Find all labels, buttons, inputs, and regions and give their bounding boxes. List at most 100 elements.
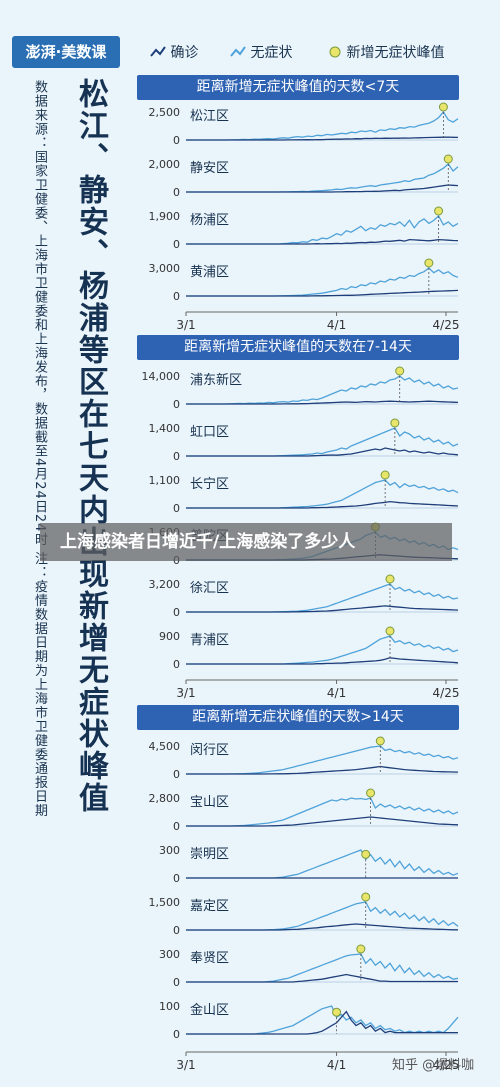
watermark: 知乎 @爆料咖 (392, 1058, 475, 1073)
panel-header-3: 距离新增无症状峰值的天数>14天 (137, 705, 459, 730)
banner-overlay: 上海感染者日增近千/上海感染了多少人 (40, 523, 452, 561)
district-name: 青浦区 (190, 633, 229, 648)
y-zero-label: 0 (173, 976, 180, 989)
y-zero-label: 0 (173, 450, 180, 463)
confirmed-series (186, 1010, 458, 1035)
y-max-label: 1,900 (149, 210, 181, 223)
x-tick-label: 4/1 (327, 1058, 346, 1072)
district-name: 浦东新区 (190, 372, 242, 388)
peak-marker (361, 892, 371, 902)
y-max-label: 3,200 (149, 578, 181, 591)
confirmed-series (186, 238, 459, 245)
confirmed-series (186, 923, 458, 931)
y-zero-label: 0 (173, 658, 180, 671)
panel-header-2: 距离新增无症状峰值的天数在7-14天 (137, 335, 459, 360)
confirmed-series (186, 657, 459, 665)
confirmed-series (186, 136, 459, 141)
y-zero-label: 0 (173, 502, 180, 515)
y-zero-label: 0 (173, 238, 180, 251)
panel-header-1: 距离新增无症状峰值的天数<7天 (137, 75, 459, 100)
peak-marker (356, 944, 366, 954)
confirmed-series (186, 605, 459, 613)
peak-marker (361, 849, 371, 859)
district-name: 杨浦区 (190, 213, 229, 228)
x-tick-label: 4/25 (433, 318, 460, 332)
confirmed-series (186, 816, 459, 827)
y-zero-label: 0 (173, 768, 180, 781)
page-title: 松江、静安、杨浦等区在七天内出现新增无症状峰值 (73, 78, 108, 814)
x-tick-label: 4/25 (433, 686, 460, 700)
district-name: 虹口区 (190, 425, 229, 440)
legend-confirmed: 确诊 (150, 42, 198, 62)
legend-confirmed-label: 确诊 (170, 45, 199, 61)
peak-marker (385, 626, 395, 636)
legend-peak: 新增无症状峰值 (328, 42, 444, 62)
y-max-label: 2,800 (149, 792, 181, 805)
district-name: 徐汇区 (190, 581, 229, 596)
x-tick-label: 4/25 (433, 1058, 460, 1072)
legend-asymptomatic-label: 无症状 (250, 45, 293, 61)
logo: 澎湃·美数课 (12, 36, 120, 68)
y-max-label: 14,000 (142, 370, 181, 383)
peak-marker (366, 788, 376, 798)
x-tick-label: 3/1 (176, 686, 195, 700)
y-max-label: 1,400 (149, 422, 181, 435)
confirmed-series (186, 765, 459, 775)
confirmed-series (186, 400, 459, 405)
district-name: 黄浦区 (190, 265, 229, 280)
x-tick-label: 4/1 (327, 686, 346, 700)
x-tick-label: 3/1 (176, 318, 195, 332)
y-max-label: 1,100 (149, 474, 181, 487)
y-zero-label: 0 (173, 872, 180, 885)
confirmed-series (186, 184, 459, 193)
district-name: 奉贤区 (190, 951, 229, 966)
legend-peak-label: 新增无症状峰值 (346, 45, 445, 61)
x-tick-label: 4/1 (327, 318, 346, 332)
y-zero-label: 0 (173, 606, 180, 619)
district-name: 长宁区 (190, 476, 229, 492)
y-zero-label: 0 (173, 398, 180, 411)
peak-marker (424, 258, 434, 268)
peak-marker (443, 154, 453, 164)
y-max-label: 900 (159, 630, 180, 643)
y-zero-label: 0 (173, 186, 180, 199)
y-max-label: 4,500 (149, 740, 181, 753)
peak-marker (438, 102, 448, 112)
legend-asymptomatic: 无症状 (230, 42, 292, 62)
confirmed-series (186, 500, 459, 509)
y-max-label: 300 (159, 948, 180, 961)
source-note: 数据来源：国家卫健委、上海市卫健委和上海发布，数据截至4月24日24时 注：疫情… (32, 80, 47, 818)
peak-marker (385, 574, 395, 584)
district-name: 嘉定区 (190, 899, 229, 914)
confirmed-series (186, 289, 459, 297)
peak-marker (332, 1007, 342, 1017)
y-zero-label: 0 (173, 924, 180, 937)
peak-dot-icon (329, 46, 341, 58)
y-max-label: 2,000 (149, 158, 181, 171)
y-max-label: 2,500 (149, 106, 181, 119)
district-name: 闵行区 (190, 743, 229, 758)
district-name: 崇明区 (190, 847, 229, 862)
y-max-label: 3,000 (149, 262, 181, 275)
confirmed-line-icon (150, 46, 166, 57)
confirmed-series (186, 973, 458, 983)
district-name: 静安区 (190, 161, 229, 176)
district-name: 金山区 (190, 1002, 229, 1018)
confirmed-series (186, 447, 459, 457)
peak-marker (380, 470, 390, 480)
y-max-label: 100 (159, 1000, 180, 1013)
peak-marker (434, 206, 444, 216)
peak-marker (390, 418, 400, 428)
y-zero-label: 0 (173, 1028, 180, 1041)
district-name: 松江区 (190, 109, 229, 124)
y-zero-label: 0 (173, 290, 180, 303)
peak-marker (395, 366, 405, 376)
y-zero-label: 0 (173, 820, 180, 833)
y-max-label: 300 (159, 844, 180, 857)
peak-marker (375, 736, 385, 746)
x-tick-label: 3/1 (176, 1058, 195, 1072)
y-max-label: 1,500 (149, 896, 181, 909)
asymptomatic-line-icon (230, 46, 246, 57)
y-zero-label: 0 (173, 134, 180, 147)
district-name: 宝山区 (190, 795, 229, 810)
